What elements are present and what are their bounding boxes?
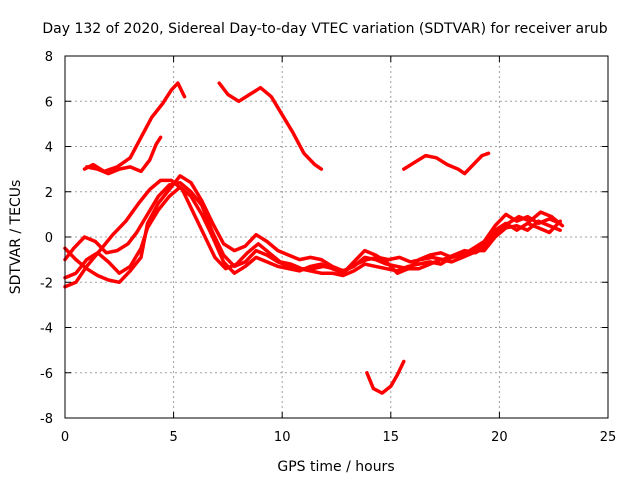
x-axis-label: GPS time / hours — [277, 459, 394, 475]
y-tick-label: 6 — [45, 95, 53, 110]
y-tick-label: -2 — [40, 276, 53, 291]
x-tick-label: 15 — [383, 430, 400, 445]
y-axis-label: SDTVAR / TECUs — [8, 180, 24, 295]
y-tick-label: 4 — [45, 141, 53, 156]
series-layer — [63, 81, 565, 395]
x-tick-label: 0 — [61, 430, 69, 445]
y-tick-labels: -8 -6 -4 -2 0 2 4 6 8 — [40, 50, 53, 427]
series-line-upper-arc-c — [217, 81, 324, 171]
y-tick-label: 0 — [45, 231, 53, 246]
x-tick-labels: 0 5 10 15 20 25 — [61, 430, 616, 445]
y-tick-label: -6 — [40, 367, 53, 382]
x-tick-label: 25 — [600, 430, 617, 445]
y-tick-label: -8 — [40, 412, 53, 427]
series-line-upper-arc-d — [402, 151, 491, 176]
tick-marks — [64, 55, 609, 419]
x-tick-label: 5 — [169, 430, 177, 445]
y-tick-label: 2 — [45, 186, 53, 201]
x-tick-label: 20 — [491, 430, 508, 445]
y-tick-label: -4 — [40, 322, 53, 337]
x-tick-label: 10 — [274, 430, 291, 445]
series-line-main-b — [63, 180, 562, 278]
y-tick-label: 8 — [45, 50, 53, 65]
series-line-upper-arc-b — [84, 135, 163, 176]
series-line-upper-arc-a — [82, 81, 187, 174]
chart-title: Day 132 of 2020, Sidereal Day-to-day VTE… — [42, 21, 607, 37]
series-line-main-d — [63, 185, 562, 280]
series-line-lower-arc — [365, 359, 406, 395]
